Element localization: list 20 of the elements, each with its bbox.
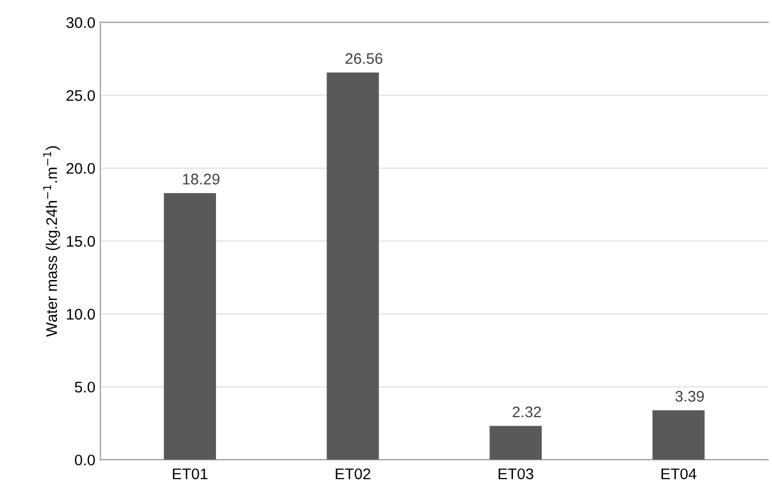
x-tick-label: ET03: [498, 468, 534, 480]
x-tick-label: ET01: [172, 468, 208, 480]
y-tick-label: 15.0: [66, 236, 95, 247]
data-label: 18.29: [183, 174, 220, 185]
data-label: 26.56: [346, 53, 382, 64]
y-tick-label: 5.0: [74, 382, 95, 393]
data-label: 2.32: [512, 406, 541, 418]
bar: [652, 410, 705, 460]
x-tick-label: ET02: [336, 468, 370, 480]
y-axis-title: Water mass (kg.24h$^{−1}$.m$^{−1}$): [43, 146, 60, 337]
y-tick-label: 20.0: [66, 163, 95, 174]
data-label: 3.39: [675, 390, 704, 402]
bar: [164, 193, 216, 460]
y-tick-label: 10.0: [66, 308, 95, 320]
y-tick-label: 0.0: [74, 454, 95, 466]
y-tick-label: 25.0: [66, 90, 95, 101]
bar: [490, 426, 542, 460]
bar: [326, 72, 379, 460]
y-tick-label: 30.0: [66, 17, 95, 28]
x-tick-label: ET04: [662, 468, 696, 480]
